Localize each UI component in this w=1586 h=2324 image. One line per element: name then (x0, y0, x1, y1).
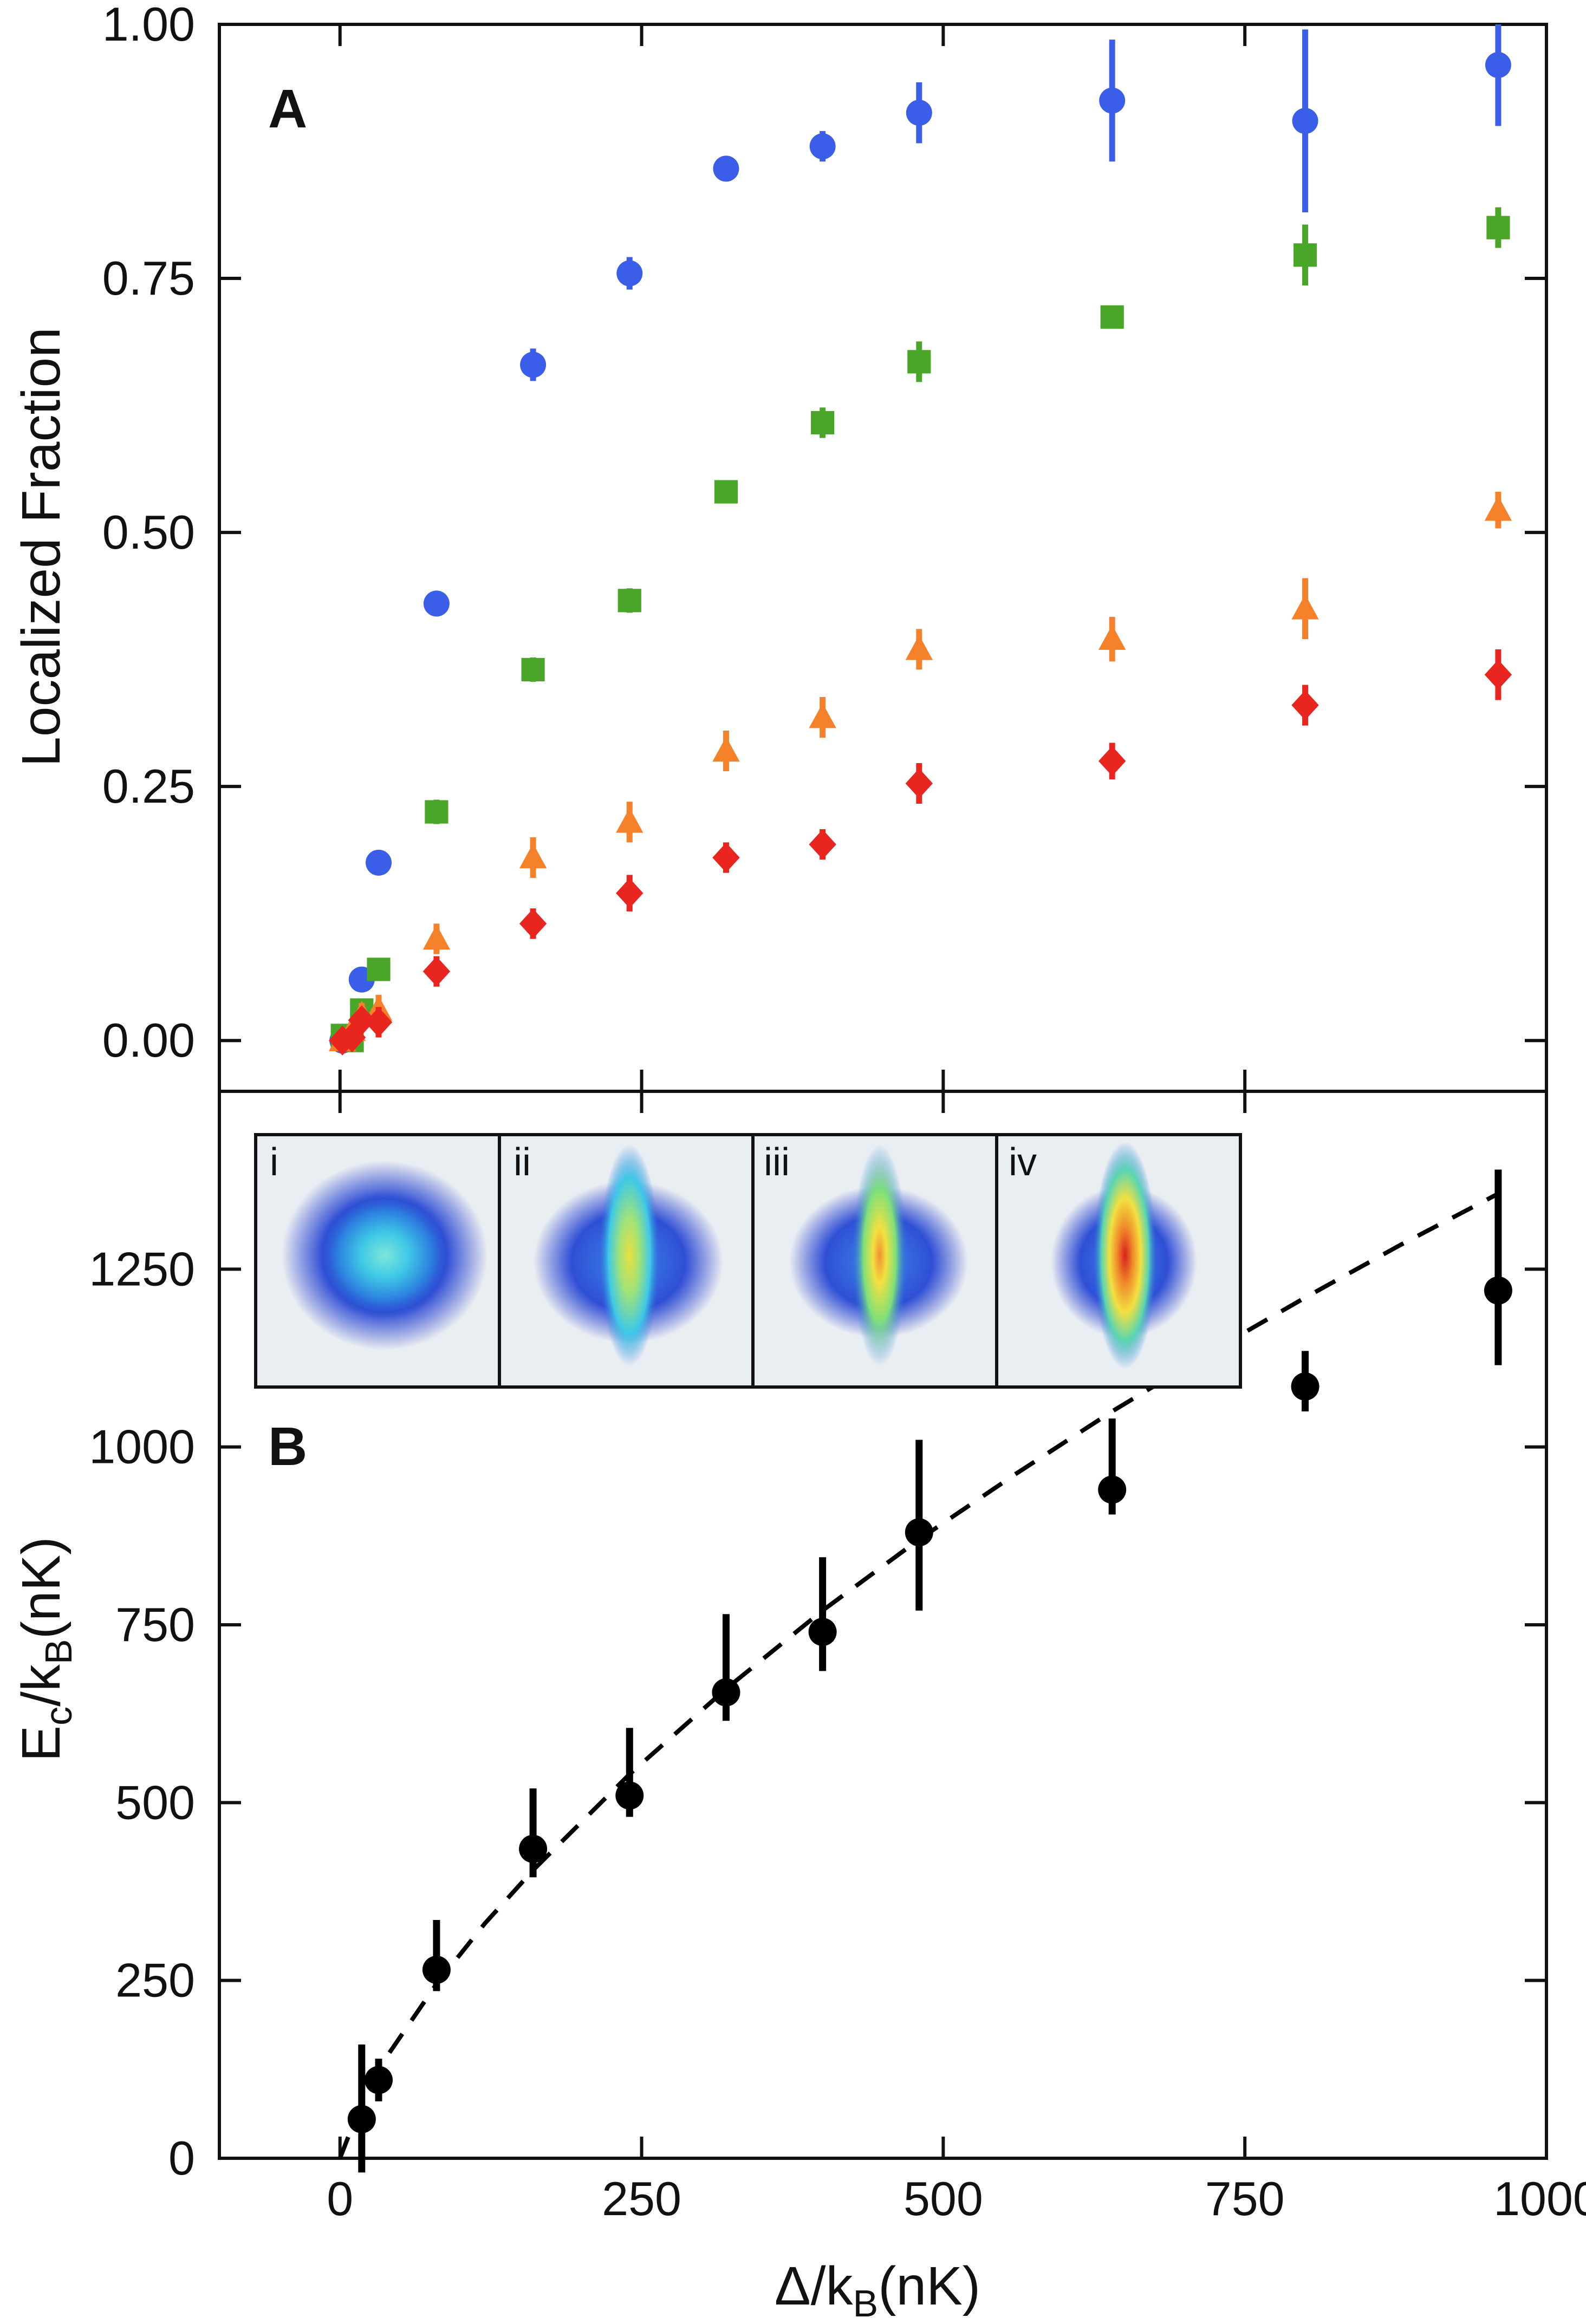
xlabel-end: (nK) (878, 2256, 980, 2316)
panel-a-y-tick-label: 0.25 (102, 759, 195, 813)
ylabel-b-sub1: c (37, 1707, 80, 1726)
panel-b-y-tick-label: 1250 (89, 1242, 195, 1296)
data-point (422, 956, 451, 987)
data-point (1486, 216, 1510, 239)
panel-b-y-tick-label: 250 (115, 1954, 195, 2007)
data-point (520, 351, 547, 378)
data-point (1291, 690, 1319, 720)
data-point (1099, 87, 1126, 114)
data-point (809, 829, 836, 860)
data-point (616, 878, 644, 908)
data-point (422, 1955, 451, 1984)
panel-a-y-axis-label: Localized Fraction (11, 327, 72, 767)
panel-b: 0 250 500 750 1000 1250 0 250 500 750 1000 (89, 1090, 1586, 2225)
data-point (714, 480, 738, 504)
data-point (712, 1678, 740, 1707)
inset-i-cloud (317, 1192, 452, 1319)
data-point (713, 155, 739, 182)
data-point (616, 260, 643, 287)
data-point (1098, 1475, 1127, 1504)
data-point (1098, 746, 1126, 776)
panel-b-y-axis-label: Ec/kB(nK) (11, 1537, 80, 1761)
data-point (1293, 243, 1317, 267)
fit-line (337, 1192, 1499, 2159)
data-point (1291, 1372, 1320, 1401)
data-point (616, 808, 644, 833)
data-point (1484, 1276, 1512, 1305)
data-point (811, 411, 835, 435)
data-point (367, 958, 391, 981)
ylabel-b-main: E (11, 1726, 72, 1762)
data-point (423, 590, 450, 617)
ylabel-b-mid: /k (11, 1664, 72, 1707)
data-point (519, 908, 547, 939)
xlabel-main: Δ/k (775, 2256, 854, 2316)
panel-a-y-tick-label: 0.75 (102, 251, 195, 305)
panel-b-label: B (268, 1416, 307, 1477)
series-blue (329, 24, 1511, 1054)
panel-b-y-tick-label: 500 (115, 1775, 195, 1829)
panel-b-x-tick-label: 1000 (1493, 2172, 1586, 2225)
data-point (519, 1834, 548, 1863)
ylabel-b-sub2: B (37, 1639, 80, 1664)
data-point (615, 1781, 644, 1810)
inset-iv-label: iv (1009, 1141, 1037, 1184)
data-point (1485, 52, 1511, 79)
panel-a-y-tick-label: 1.00 (102, 0, 195, 51)
panel-a-y-tick-label: 0.50 (102, 505, 195, 559)
panel-b-x-tick-label: 250 (602, 2172, 681, 2225)
ylabel-b-end: (nK) (11, 1537, 72, 1639)
panel-a: 0.00 0.25 0.50 0.75 1.00 (102, 0, 1548, 1093)
panel-b-x-tick-label: 750 (1205, 2172, 1285, 2225)
data-point (1291, 594, 1319, 620)
data-point (366, 849, 392, 876)
data-point (365, 2066, 393, 2094)
panel-b-y-tick-label: 750 (115, 1598, 195, 1651)
inset-iii-label: iii (764, 1141, 790, 1184)
data-point (422, 925, 451, 950)
data-point (1100, 305, 1124, 329)
data-point (1098, 624, 1126, 650)
panel-b-x-tick-label: 500 (903, 2172, 983, 2225)
data-point (712, 737, 740, 762)
data-point (1484, 496, 1512, 521)
data-point (425, 800, 448, 824)
inset-ii-label: ii (514, 1141, 531, 1184)
panel-a-y-tick-label: 0.00 (102, 1013, 195, 1067)
data-point (521, 658, 545, 681)
inset-images: i ii iii iv (254, 1133, 1242, 1389)
data-point (365, 1007, 393, 1038)
data-point (712, 842, 740, 873)
data-point (1292, 108, 1318, 134)
x-axis-label: Δ/kB(nK) (775, 2256, 980, 2324)
data-point (347, 2105, 376, 2133)
series-data (347, 1169, 1512, 2173)
panel-b-y-tick-label: 1000 (89, 1420, 195, 1474)
inset-iii-core (853, 1144, 907, 1366)
data-point (618, 589, 641, 613)
inset-ii-core (600, 1144, 659, 1366)
data-point (907, 350, 931, 374)
series-red (328, 649, 1512, 1056)
data-point (519, 843, 547, 869)
data-point (905, 768, 933, 799)
data-point (809, 703, 836, 728)
data-point (808, 1618, 837, 1646)
data-point (905, 1518, 933, 1547)
data-point (906, 100, 932, 126)
inset-iv-core (1094, 1142, 1156, 1369)
data-point (809, 133, 836, 160)
data-point (348, 1005, 376, 1036)
panel-b-x-tick-label: 0 (327, 2172, 353, 2225)
panel-b-y-tick-label: 0 (168, 2131, 195, 2185)
data-point (1484, 660, 1512, 690)
panel-a-plot-frame (218, 23, 1548, 1093)
inset-i-label: i (270, 1141, 278, 1184)
data-point (905, 635, 933, 660)
panel-a-label: A (268, 79, 307, 139)
xlabel-sub: B (853, 2282, 878, 2324)
